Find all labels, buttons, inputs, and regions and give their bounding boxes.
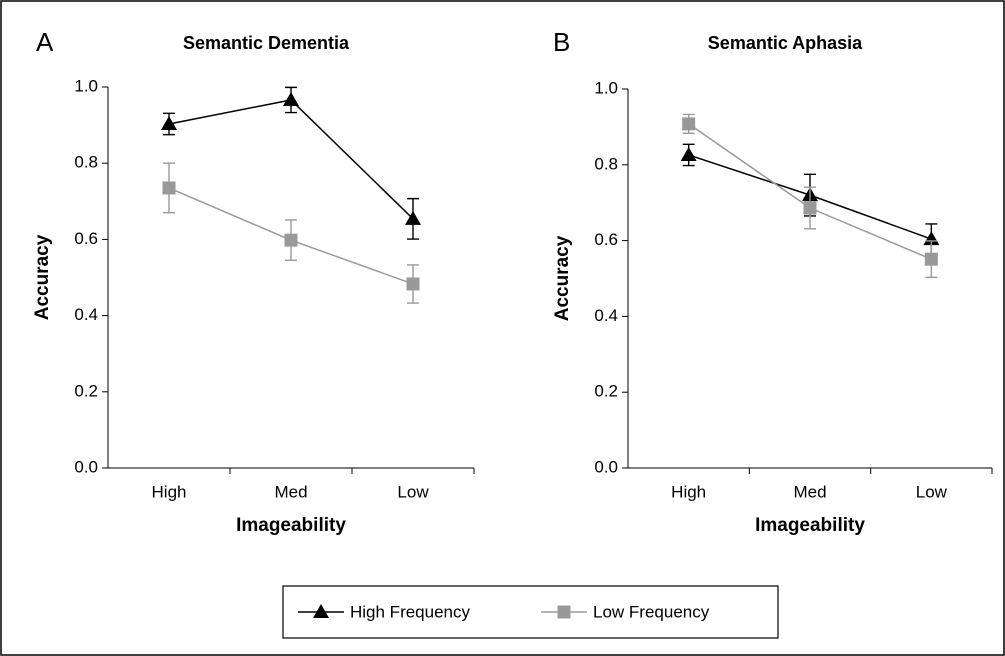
y-tick-label: 0.6 xyxy=(74,229,98,248)
x-tick-label: High xyxy=(671,482,706,501)
marker xyxy=(162,181,176,195)
x-tick-label: Med xyxy=(793,482,826,501)
legend-marker xyxy=(313,604,329,618)
legend-label: High Frequency xyxy=(350,602,471,621)
y-axis-label: Accuracy xyxy=(552,235,573,321)
marker xyxy=(406,277,420,291)
chart-title: Semantic Dementia xyxy=(183,33,350,53)
legend-label: Low Frequency xyxy=(593,602,710,621)
y-axis-label: Accuracy xyxy=(32,234,53,320)
y-tick-label: 0.8 xyxy=(74,153,98,172)
y-tick-label: 0.0 xyxy=(594,457,618,476)
marker xyxy=(680,146,697,161)
legend-marker xyxy=(557,605,571,619)
y-tick-label: 0.8 xyxy=(594,154,618,173)
y-tick-label: 0.2 xyxy=(594,382,618,401)
y-tick-label: 0.2 xyxy=(74,381,98,400)
marker xyxy=(803,201,817,215)
legend-box xyxy=(282,585,779,639)
marker xyxy=(284,233,298,247)
y-tick-label: 1.0 xyxy=(74,76,98,95)
x-tick-label: Low xyxy=(916,482,948,501)
marker xyxy=(924,252,938,266)
y-tick-label: 0.4 xyxy=(74,305,98,324)
y-tick-label: 0.6 xyxy=(594,230,618,249)
x-tick-label: Med xyxy=(274,482,307,501)
x-axis-label: Imageability xyxy=(755,515,865,536)
y-tick-label: 1.0 xyxy=(594,78,618,97)
panel-label: A xyxy=(36,27,54,57)
marker xyxy=(161,115,177,130)
x-axis-label: Imageability xyxy=(236,515,346,536)
y-tick-label: 0.0 xyxy=(74,457,98,476)
marker xyxy=(405,210,421,225)
y-tick-label: 0.4 xyxy=(594,306,618,325)
marker xyxy=(283,91,299,106)
x-tick-label: High xyxy=(152,482,187,501)
x-tick-label: Low xyxy=(397,482,429,501)
marker xyxy=(682,117,696,131)
panel-label: B xyxy=(553,27,570,57)
chart-title: Semantic Aphasia xyxy=(708,33,863,53)
